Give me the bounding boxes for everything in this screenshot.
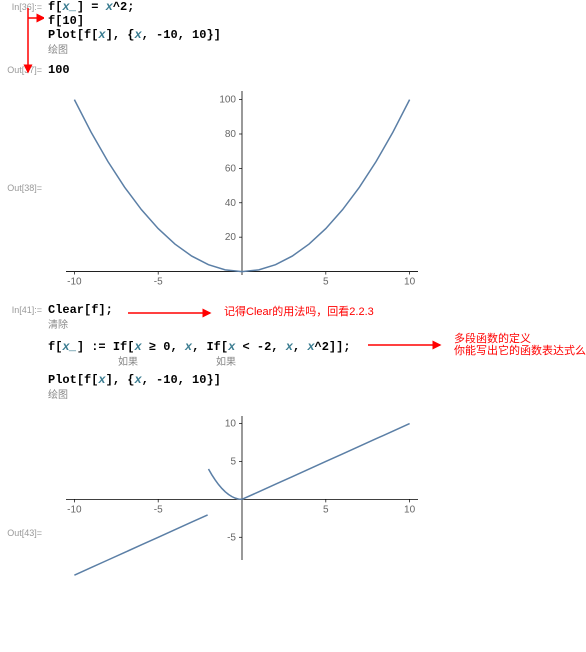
svg-text:5: 5 bbox=[323, 504, 329, 515]
annotation-clear: 记得Clear的用法吗，回看2.2.3 bbox=[224, 303, 374, 319]
cell-label-out43: Out[43]= bbox=[0, 408, 48, 538]
svg-text:60: 60 bbox=[225, 163, 237, 174]
svg-text:20: 20 bbox=[225, 232, 237, 243]
cell-label-in41: In[41]:= bbox=[0, 303, 48, 315]
plot-piecewise: -10 -5 5 10 -5 5 10 bbox=[48, 408, 428, 578]
svg-text:-5: -5 bbox=[227, 532, 236, 543]
annotation-piecewise: 多段函数的定义 你能写出它的函数表达式么 bbox=[454, 333, 586, 357]
code-plot2: Plot[f[x], {x, -10, 10}] bbox=[48, 373, 586, 387]
code-line-2: f[10] bbox=[48, 14, 586, 28]
cell-label-out38: Out[38]= bbox=[0, 83, 48, 193]
output-100: 100 bbox=[48, 63, 70, 77]
svg-text:-5: -5 bbox=[154, 504, 163, 515]
svg-text:10: 10 bbox=[225, 419, 237, 430]
svg-text:-10: -10 bbox=[67, 277, 82, 288]
svg-text:80: 80 bbox=[225, 129, 237, 140]
svg-text:5: 5 bbox=[323, 277, 329, 288]
plot-parabola: -10 -5 5 10 20 40 60 80 100 bbox=[48, 83, 428, 293]
tok-x: x_ bbox=[62, 0, 76, 14]
hint-plot2: 绘图 bbox=[48, 386, 586, 402]
arrow-in-out bbox=[4, 2, 44, 92]
svg-text:5: 5 bbox=[230, 456, 236, 467]
arrow-clear bbox=[128, 307, 218, 319]
svg-text:-10: -10 bbox=[67, 504, 82, 515]
code-line-1: f[x_] = x^2; bbox=[48, 0, 586, 14]
arrow-piecewise bbox=[368, 339, 448, 351]
svg-text:10: 10 bbox=[404, 504, 416, 515]
svg-text:100: 100 bbox=[219, 95, 236, 106]
code-line-3: Plot[f[x], {x, -10, 10}] bbox=[48, 28, 586, 42]
svg-text:40: 40 bbox=[225, 198, 237, 209]
hint-plot: 绘图 bbox=[48, 41, 586, 57]
svg-text:10: 10 bbox=[404, 277, 416, 288]
svg-text:-5: -5 bbox=[154, 277, 163, 288]
